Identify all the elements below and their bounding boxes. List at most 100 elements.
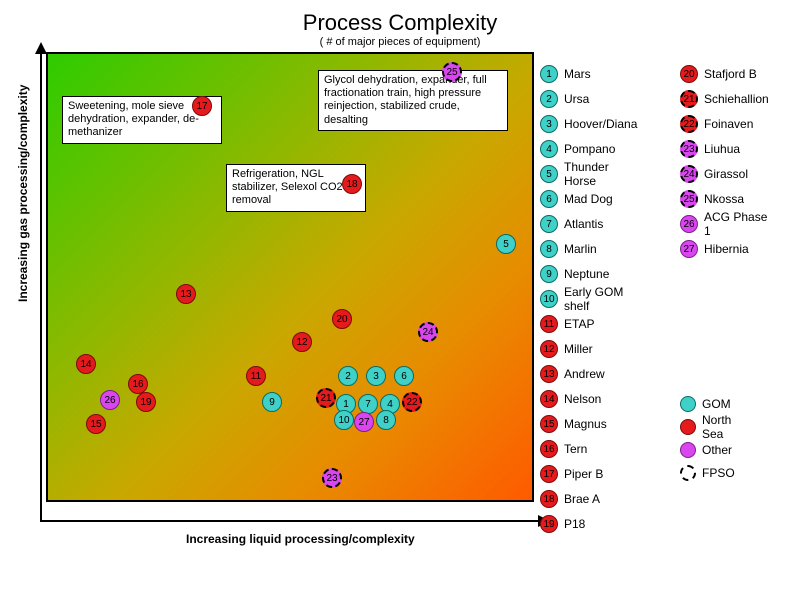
category-legend-item: Other <box>680 440 735 460</box>
legend-item: 27Hibernia <box>680 239 769 259</box>
legend-col-2: 20 Stafjord B 21 Schiehallion 22Foinaven 23 Li… <box>680 64 769 264</box>
scatter-point: 2 <box>338 366 358 386</box>
legend-marker: 8 <box>540 240 558 258</box>
category-marker <box>680 419 696 435</box>
category-legend-item: GOM <box>680 394 735 414</box>
legend-marker: 15 <box>540 415 558 433</box>
callout: Glycol dehydration, expander, full fract… <box>318 70 508 131</box>
category-label: Other <box>702 443 732 457</box>
scatter-point: 10 <box>334 410 354 430</box>
legend-marker: 11 <box>540 315 558 333</box>
chart-subtitle: ( # of major pieces of equipment) <box>10 36 790 48</box>
legend-marker: 16 <box>540 440 558 458</box>
legend-item: 19P18 <box>540 514 637 534</box>
legend-item: 1 Mars <box>540 64 637 84</box>
legend-item: 16 Tern <box>540 439 637 459</box>
legend-marker: 3 <box>540 115 558 133</box>
legend-label: Ursa <box>564 92 589 106</box>
scatter-point: 26 <box>100 390 120 410</box>
scatter-point: 3 <box>366 366 386 386</box>
legend-label: Nelson <box>564 392 601 406</box>
legend-label: ACG Phase 1 <box>704 210 769 238</box>
scatter-point: 17 <box>192 96 212 116</box>
legend-marker: 6 <box>540 190 558 208</box>
legend-marker: 25 <box>680 190 698 208</box>
y-axis-label: Increasing gas processing/complexity <box>16 85 30 302</box>
category-label: FPSO <box>702 466 735 480</box>
scatter-point: 13 <box>176 284 196 304</box>
legend-label: P18 <box>564 517 585 531</box>
legend-label: Stafjord B <box>704 67 757 81</box>
legend-marker: 21 <box>680 90 698 108</box>
category-label: GOM <box>702 397 731 411</box>
legend-item: 7Atlantis <box>540 214 637 234</box>
scatter-point: 16 <box>128 374 148 394</box>
legend-item: 14 Nelson <box>540 389 637 409</box>
legend-marker: 5 <box>540 165 558 183</box>
legend-item: 3Hoover/Diana <box>540 114 637 134</box>
legend-label: Tern <box>564 442 587 456</box>
legend-label: Andrew <box>564 367 605 381</box>
legend-label: Mars <box>564 67 591 81</box>
legend-label: Nkossa <box>704 192 744 206</box>
legend-label: Schiehallion <box>704 92 769 106</box>
legend-item: 12Miller <box>540 339 637 359</box>
plot-area: Sweetening, mole sieve dehydration, expa… <box>46 52 534 502</box>
legend-marker: 20 <box>680 65 698 83</box>
scatter-point: 23 <box>322 468 342 488</box>
legend-item: 21 Schiehallion <box>680 89 769 109</box>
legend-label: Neptune <box>564 267 609 281</box>
legend-marker: 27 <box>680 240 698 258</box>
category-legend: GOM North Sea Other FPSO <box>680 394 735 486</box>
legend-item: 26ACG Phase 1 <box>680 214 769 234</box>
legend-marker: 1 <box>540 65 558 83</box>
scatter-point: 25 <box>442 62 462 82</box>
legend-item: 17 Piper B <box>540 464 637 484</box>
legend-item: 5Thunder Horse <box>540 164 637 184</box>
legend-item: 9Neptune <box>540 264 637 284</box>
category-marker <box>680 465 696 481</box>
legend-marker: 23 <box>680 140 698 158</box>
legend-marker: 14 <box>540 390 558 408</box>
legend-item: 25 Nkossa <box>680 189 769 209</box>
title-block: Process Complexity ( # of major pieces o… <box>10 10 790 48</box>
legend-col-1: 1 Mars 2 Ursa 3Hoover/Diana 4 Pompano 5Thunder … <box>540 64 637 539</box>
legend-label: Foinaven <box>704 117 753 131</box>
scatter-point: 15 <box>86 414 106 434</box>
legend-marker: 2 <box>540 90 558 108</box>
legend-marker: 13 <box>540 365 558 383</box>
legend-marker: 10 <box>540 290 558 308</box>
legend-marker: 26 <box>680 215 698 233</box>
legend-marker: 4 <box>540 140 558 158</box>
scatter-point: 9 <box>262 392 282 412</box>
chart-container: Increasing gas processing/complexity Inc… <box>46 52 790 502</box>
scatter-point: 14 <box>76 354 96 374</box>
legend-item: 18Brae A <box>540 489 637 509</box>
category-legend-item: North Sea <box>680 417 735 437</box>
legend-item: 2 Ursa <box>540 89 637 109</box>
scatter-point: 19 <box>136 392 156 412</box>
legend-label: Magnus <box>564 417 607 431</box>
legend-item: 11 ETAP <box>540 314 637 334</box>
category-marker <box>680 442 696 458</box>
legend-item: 10 Early GOM shelf <box>540 289 637 309</box>
legend-label: Pompano <box>564 142 615 156</box>
scatter-point: 5 <box>496 234 516 254</box>
scatter-point: 18 <box>342 174 362 194</box>
x-axis-arrow <box>40 520 540 522</box>
scatter-point: 21 <box>316 388 336 408</box>
legend-label: ETAP <box>564 317 594 331</box>
legend-item: 15 Magnus <box>540 414 637 434</box>
legend-marker: 18 <box>540 490 558 508</box>
legend-item: 23 Liuhua <box>680 139 769 159</box>
category-marker <box>680 396 696 412</box>
legend-item: 20 Stafjord B <box>680 64 769 84</box>
scatter-point: 24 <box>418 322 438 342</box>
legend-marker: 17 <box>540 465 558 483</box>
legend-item: 22Foinaven <box>680 114 769 134</box>
scatter-point: 20 <box>332 309 352 329</box>
scatter-point: 22 <box>402 392 422 412</box>
legend-label: Liuhua <box>704 142 740 156</box>
legend-label: Piper B <box>564 467 603 481</box>
scatter-point: 7 <box>358 394 378 414</box>
